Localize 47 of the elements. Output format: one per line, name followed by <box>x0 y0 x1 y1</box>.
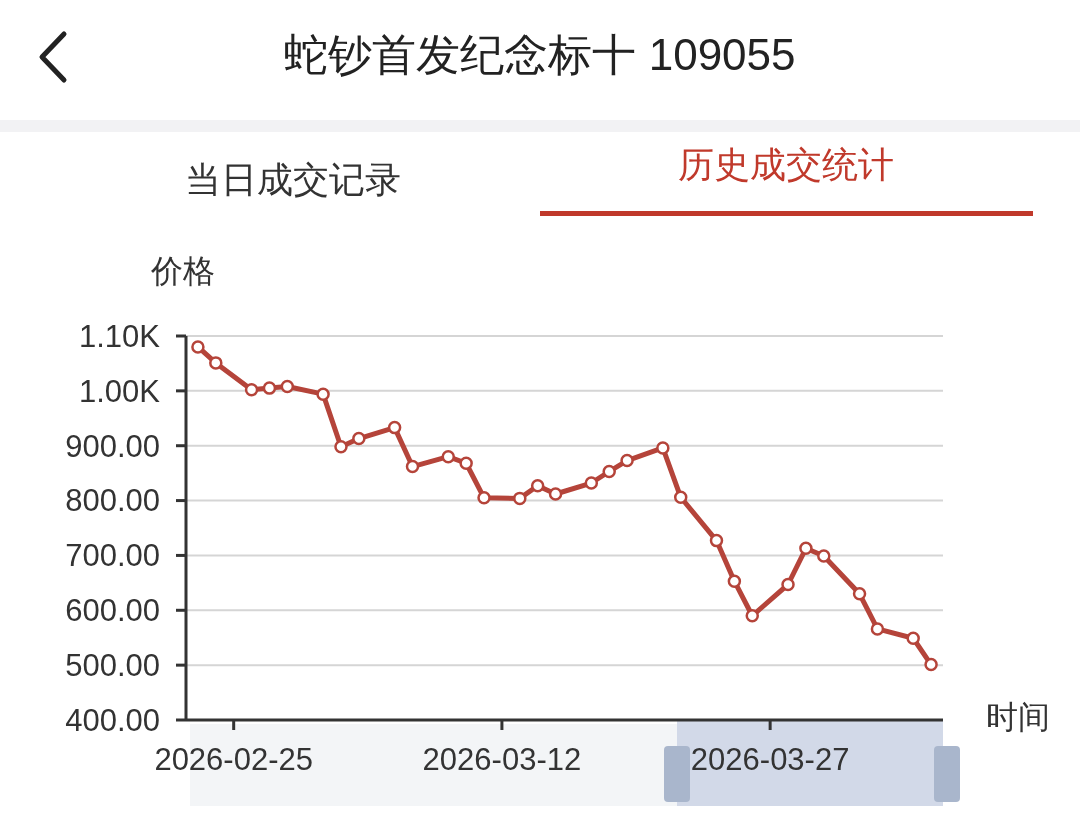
point <box>530 479 545 493</box>
text: 当日成交记录 <box>185 159 401 200</box>
point <box>262 381 277 395</box>
point <box>852 587 867 601</box>
x-tick-label: 2026-03-27 <box>690 742 850 777</box>
point <box>906 631 920 646</box>
point <box>673 490 688 505</box>
point <box>441 449 456 464</box>
point <box>799 541 813 556</box>
y-tick-label: 700.00 <box>65 538 160 574</box>
point <box>209 356 223 370</box>
point <box>459 456 473 471</box>
point <box>191 340 205 354</box>
y-tick-label: 500.00 <box>65 647 160 683</box>
x-tick-label: 2026-03-12 <box>422 742 582 777</box>
point <box>316 387 330 401</box>
y-tick-label: 1.10K <box>78 318 161 354</box>
text: 历史成交统计 <box>678 144 894 185</box>
point <box>745 609 760 623</box>
point <box>334 440 348 454</box>
y-tick-label: 1.00K <box>78 373 161 409</box>
y-axis-title: 价格 <box>150 253 215 289</box>
x-axis-title: 时间 <box>986 699 1050 735</box>
point <box>584 476 599 490</box>
point <box>924 657 938 672</box>
point <box>781 577 795 592</box>
point <box>244 383 259 397</box>
x-tick-label: 2026-02-25 <box>154 742 313 777</box>
point <box>656 441 670 455</box>
point <box>548 487 563 501</box>
point <box>727 574 742 588</box>
point <box>602 464 616 479</box>
point <box>405 459 420 474</box>
point <box>817 549 831 563</box>
y-tick-label: 900.00 <box>65 428 160 464</box>
point <box>620 453 634 468</box>
chart-title: 蛇钞首发纪念标十 109055 <box>284 30 796 79</box>
point <box>477 491 491 505</box>
point <box>870 622 885 636</box>
point <box>513 491 527 506</box>
point <box>709 533 724 548</box>
y-tick-label: 400.00 <box>65 702 160 738</box>
point <box>280 379 295 394</box>
point <box>387 420 402 435</box>
point <box>352 431 366 446</box>
y-tick-label: 800.00 <box>65 483 160 519</box>
y-tick-label: 600.00 <box>65 593 160 629</box>
